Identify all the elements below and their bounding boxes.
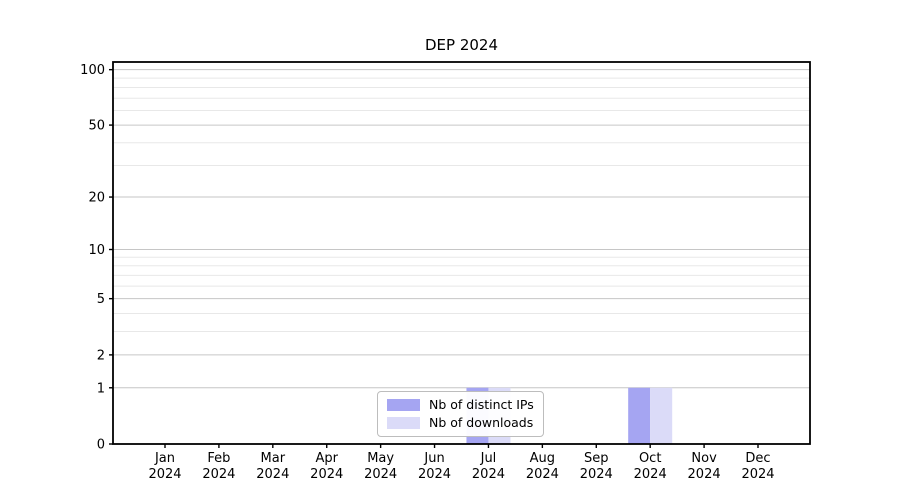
x-tick-label-month: Jan: [154, 451, 175, 466]
x-tick-label-year: 2024: [634, 467, 667, 482]
x-tick-label-year: 2024: [202, 467, 235, 482]
x-tick-label-month: Feb: [207, 451, 230, 466]
legend-item-distinct-ips: Nb of distinct IPs: [387, 397, 534, 414]
y-tick-label: 2: [97, 348, 105, 363]
x-tick-label-month: Oct: [639, 451, 661, 466]
x-tick-label-month: Jun: [423, 451, 444, 466]
x-tick-label-month: Sep: [584, 451, 609, 466]
y-tick-label: 10: [88, 243, 105, 258]
bar-oct-series0: [628, 387, 651, 444]
x-tick-label-month: May: [367, 451, 394, 466]
x-tick-label-year: 2024: [526, 467, 559, 482]
chart-title: DEP 2024: [424, 36, 498, 54]
y-tick-label: 100: [80, 63, 105, 78]
x-tick-label-month: Dec: [745, 451, 770, 466]
x-tick-label-year: 2024: [418, 467, 451, 482]
x-tick-label-year: 2024: [364, 467, 397, 482]
y-tick-label: 50: [88, 119, 105, 134]
bar-oct-series1: [650, 387, 673, 444]
y-tick-label: 20: [88, 191, 105, 206]
x-tick-label-year: 2024: [580, 467, 613, 482]
legend-item-downloads: Nb of downloads: [387, 414, 534, 431]
legend-swatch-downloads: [387, 416, 420, 429]
x-tick-label-month: Nov: [691, 451, 717, 466]
x-tick-label-year: 2024: [741, 467, 774, 482]
legend: Nb of distinct IPs Nb of downloads: [377, 391, 544, 437]
x-tick-label-month: Aug: [530, 451, 555, 466]
legend-label-distinct-ips: Nb of distinct IPs: [429, 396, 534, 412]
y-tick-label: 5: [97, 292, 105, 307]
y-tick-label: 0: [97, 438, 105, 453]
legend-swatch-distinct-ips: [387, 399, 420, 412]
legend-label-downloads: Nb of downloads: [429, 414, 534, 430]
x-tick-label-month: Mar: [261, 451, 286, 466]
plot-border: [112, 61, 811, 445]
x-tick-label-year: 2024: [688, 467, 721, 482]
x-tick-label-year: 2024: [310, 467, 343, 482]
x-tick-label-month: Apr: [315, 451, 338, 466]
x-tick-label-month: Jul: [480, 451, 497, 466]
x-tick-label-year: 2024: [256, 467, 289, 482]
x-tick-label-year: 2024: [472, 467, 505, 482]
x-tick-label-year: 2024: [148, 467, 181, 482]
y-tick-label: 1: [97, 381, 105, 396]
